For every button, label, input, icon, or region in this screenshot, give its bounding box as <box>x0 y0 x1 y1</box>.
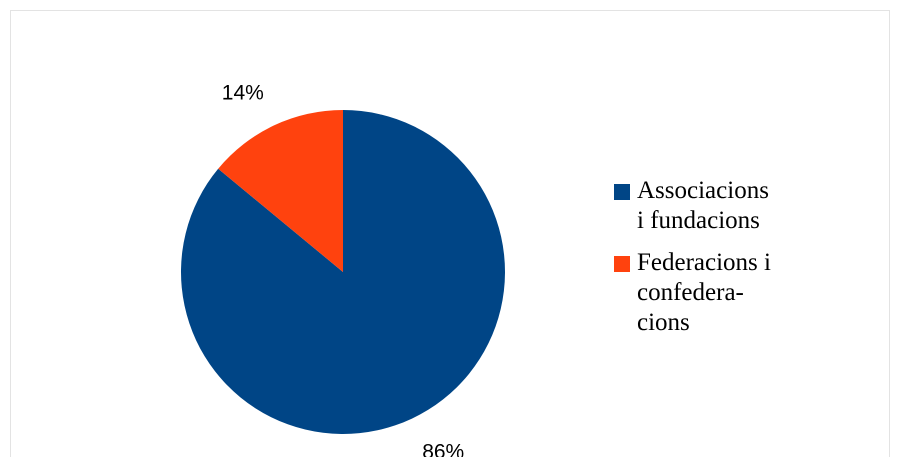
legend-item-federacions: Federacions i confedera- cions <box>614 248 844 338</box>
legend: Associacions i fundacions Federacions i … <box>614 176 844 350</box>
data-label-associacions: 86% <box>422 440 464 457</box>
pie-slice-federacions <box>218 110 343 272</box>
legend-swatch-associacions <box>614 184 630 200</box>
legend-swatch-federacions <box>614 256 630 272</box>
legend-item-associacions: Associacions i fundacions <box>614 176 844 236</box>
chart-frame <box>10 10 890 457</box>
legend-label-federacions: Federacions i confedera- cions <box>637 249 771 336</box>
data-label-federacions: 14% <box>222 82 264 105</box>
legend-label-associacions: Associacions i fundacions <box>637 177 769 234</box>
